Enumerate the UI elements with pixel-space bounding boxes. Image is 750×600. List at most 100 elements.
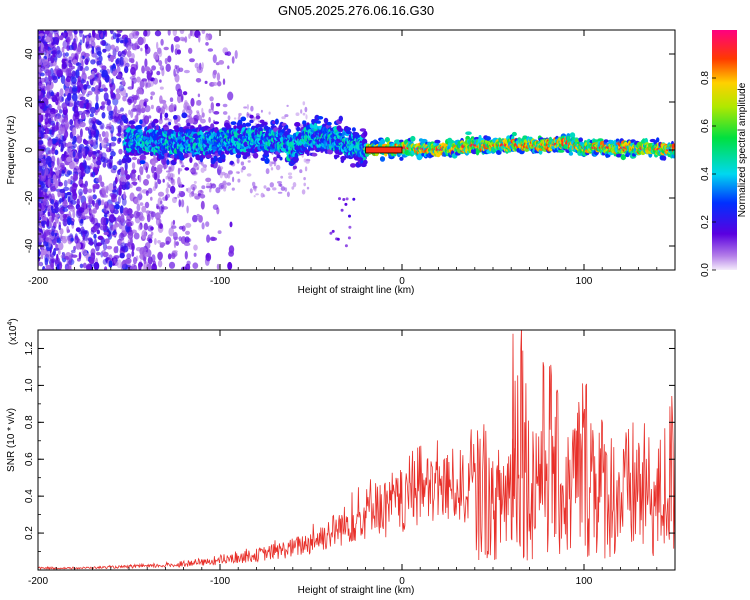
- spectrogram-noise-cell: [193, 252, 197, 257]
- spectrogram-noise-cell: [243, 106, 248, 109]
- spectrogram-noise-cell: [79, 183, 86, 188]
- spectrogram-noise-cell: [102, 258, 108, 265]
- spectrogram-noise-cell: [56, 263, 60, 270]
- spectrogram-noise-cell: [143, 251, 148, 258]
- spectrogram-noise-cell: [46, 218, 50, 228]
- spectrogram-noise-cell: [192, 186, 195, 192]
- spectrogram-ridge-cell: [249, 114, 254, 119]
- spectrogram-noise-cell: [48, 238, 52, 248]
- spectrogram-noise-cell: [96, 60, 102, 66]
- spectrogram-noise-cell: [169, 172, 174, 179]
- spectrogram-noise-cell: [101, 112, 106, 119]
- spectrogram-noise-cell: [295, 112, 300, 116]
- spectrogram-noise-cell: [247, 160, 251, 163]
- spectrogram-noise-cell: [143, 115, 150, 125]
- spectrogram-noise-cell: [100, 40, 106, 46]
- spectrogram-noise-cell: [206, 234, 211, 243]
- spectrogram-noise-cell: [69, 98, 74, 108]
- spectrogram-noise-cell: [200, 200, 205, 210]
- spectrogram-noise-cell: [170, 185, 176, 194]
- spectrogram-noise-cell: [216, 72, 221, 82]
- spectrogram-noise-cell: [227, 172, 231, 179]
- spectrogram-ridge-cell: [146, 125, 152, 129]
- spectrogram-noise-cell: [253, 195, 256, 198]
- spectrogram-noise-cell: [69, 206, 76, 212]
- spectrogram-noise-cell: [70, 237, 74, 242]
- spectrogram-noise-cell: [83, 52, 90, 58]
- spectrogram-noise-cell: [303, 182, 307, 187]
- spectrogram-noise-cell: [61, 46, 65, 53]
- spectrogram-noise-cell: [114, 198, 118, 203]
- spectrogram-noise-cell: [174, 73, 178, 77]
- spectrogram-noise-cell: [109, 148, 114, 153]
- spectrogram-noise-cell: [131, 181, 138, 185]
- spectrogram-noise-cell: [97, 30, 103, 35]
- spectrogram-noise-cell: [83, 84, 88, 91]
- spectrogram-noise-cell: [131, 169, 137, 174]
- spectrogram-noise-cell: [131, 263, 136, 268]
- spectrogram-noise-cell: [71, 85, 78, 92]
- spectrogram-noise-cell: [59, 157, 63, 166]
- spectrogram-noise-cell: [93, 261, 100, 270]
- spectrogram-noise-cell: [145, 179, 149, 186]
- spectrogram-ridge-cell: [123, 119, 128, 124]
- spectrogram-noise-cell: [98, 199, 101, 206]
- spectrogram-noise-cell: [92, 157, 97, 164]
- spectrogram-noise-cell: [86, 112, 90, 118]
- spectrogram-noise-cell: [147, 187, 153, 194]
- spectrogram-noise-cell: [178, 190, 182, 194]
- spectrogram-noise-cell: [91, 139, 97, 147]
- spectrogram-noise-cell: [86, 254, 89, 262]
- spectrogram-noise-cell: [215, 102, 221, 107]
- spectrogram-noise-cell: [119, 175, 125, 182]
- spectrogram-noise-cell: [128, 109, 131, 116]
- spectrogram-noise-cell: [280, 175, 284, 179]
- spectrogram-noise-cell: [97, 164, 100, 169]
- spectrogram-noise-cell: [86, 264, 92, 270]
- spectrogram-noise-cell: [205, 185, 211, 189]
- spectrogram-noise-cell: [136, 211, 141, 217]
- spectrogram-noise-cell: [118, 148, 123, 155]
- spectrogram-noise-cell: [178, 168, 183, 172]
- spectrogram-noise-cell: [227, 115, 231, 121]
- spectrogram-noise-cell: [185, 230, 190, 235]
- spectrogram-noise-cell: [200, 190, 203, 193]
- spectrogram-noise-cell: [299, 169, 303, 174]
- spectrogram-noise-cell: [103, 194, 108, 198]
- spectrogram-noise-cell: [222, 103, 228, 108]
- spectrogram-noise-cell: [157, 191, 165, 197]
- spectrogram-noise-cell: [105, 126, 112, 130]
- spectrogram-noise-cell: [208, 108, 212, 114]
- spectrogram-noise-cell: [50, 205, 54, 211]
- spectrogram-noise-cell: [150, 226, 154, 231]
- spectrogram-noise-cell: [139, 189, 142, 196]
- spectrogram-noise-cell: [211, 183, 215, 186]
- spectrogram-noise-cell: [38, 261, 43, 267]
- spectrogram-ridge-cell: [186, 122, 191, 127]
- spectrogram-noise-cell: [209, 188, 212, 193]
- spectrogram-noise-cell: [207, 48, 214, 52]
- spectrogram-noise-cell: [137, 224, 142, 231]
- spectrogram-noise-cell: [104, 266, 108, 270]
- spectrogram-noise-cell: [132, 31, 139, 39]
- spectrogram-noise-cell: [119, 205, 124, 214]
- spectrogram-noise-cell: [88, 257, 95, 265]
- spectrogram-noise-cell: [38, 103, 43, 107]
- spectrogram-noise-cell: [51, 225, 56, 233]
- spectrogram-noise-cell: [104, 131, 109, 139]
- spectrogram-noise-cell: [269, 182, 274, 188]
- spectrogram-noise-cell: [143, 30, 148, 37]
- spectrogram-noise-cell: [237, 178, 241, 183]
- spectrogram-noise-cell: [292, 182, 297, 188]
- spectrogram-noise-cell: [159, 65, 165, 71]
- spectrogram-noise-cell: [62, 103, 68, 111]
- spectrogram-ridge-cell: [189, 157, 193, 163]
- spectrogram-noise-cell: [188, 192, 193, 198]
- spectrogram-noise-cell: [201, 30, 206, 35]
- spectrogram-noise-cell: [212, 204, 219, 211]
- spectrogram-noise-cell: [62, 218, 68, 227]
- spectrogram-noise-cell: [148, 115, 152, 119]
- spectrogram-noise-cell: [186, 260, 191, 266]
- spectrogram-ridge-cell: [306, 151, 310, 156]
- spectrogram-noise-cell: [246, 104, 249, 110]
